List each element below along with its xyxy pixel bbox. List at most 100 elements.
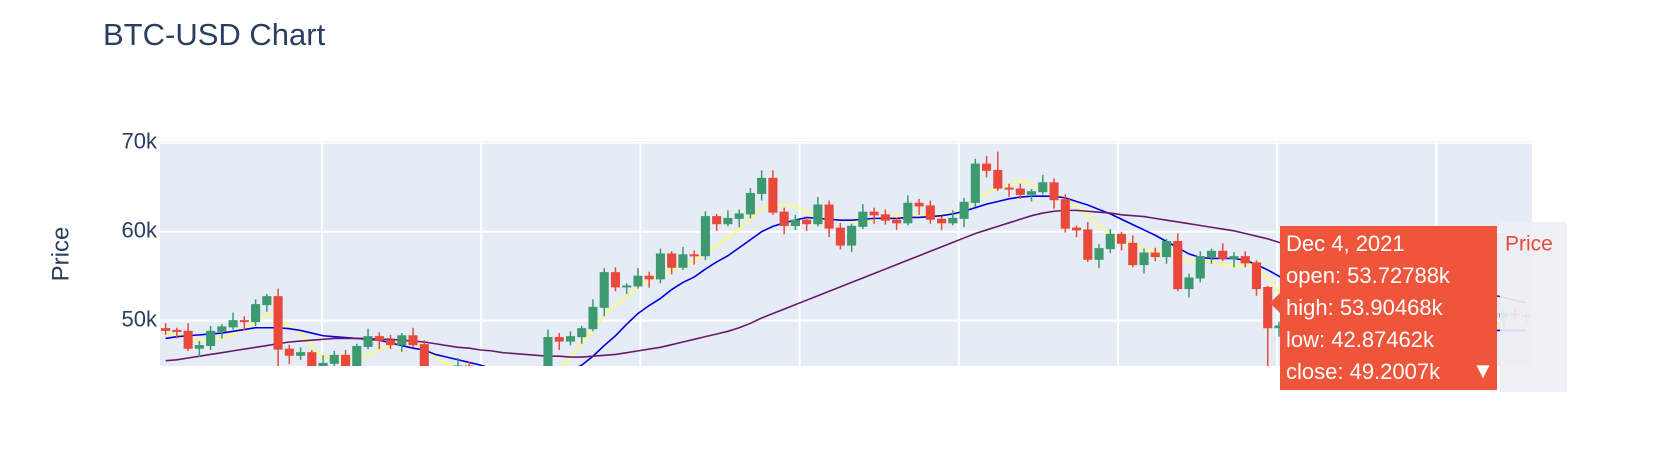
- candle-body: [689, 254, 699, 257]
- candle-body: [1083, 229, 1093, 260]
- tooltip-close: close: 49.2007k: [1286, 359, 1441, 384]
- tooltip-low: low: 42.87462k: [1286, 327, 1435, 352]
- trace-name: Price: [1505, 233, 1553, 256]
- candle-body: [251, 304, 261, 323]
- candle-body: [1195, 256, 1205, 279]
- candle-body: [1015, 188, 1025, 195]
- candle-body: [1150, 252, 1160, 258]
- candle-body: [610, 272, 621, 288]
- legend-background: [1500, 222, 1567, 392]
- candle-body: [802, 219, 812, 225]
- candle-body: [1206, 250, 1217, 258]
- candle-body: [824, 204, 834, 229]
- candle-body: [993, 169, 1003, 189]
- candle-body: [1139, 252, 1149, 266]
- chart-title: BTC-USD Chart: [103, 17, 326, 52]
- candle-body: [1060, 199, 1070, 229]
- y-tick-label: 60k: [122, 218, 158, 243]
- candle-body: [723, 217, 733, 225]
- candle-body: [790, 219, 800, 226]
- candle-body: [161, 328, 171, 331]
- candle-body: [1161, 240, 1172, 258]
- candle-body: [273, 296, 283, 350]
- candle-body: [1173, 240, 1183, 290]
- candle-body: [700, 216, 710, 257]
- candle-body: [1263, 286, 1273, 329]
- candle-body: [374, 336, 384, 341]
- candle-body: [577, 328, 587, 338]
- candle-body: [183, 330, 193, 349]
- candle-body: [847, 225, 857, 246]
- candle-body: [217, 326, 227, 332]
- candle-body: [565, 336, 576, 342]
- candle-body: [385, 339, 396, 346]
- candle-body: [633, 275, 643, 287]
- candle-body: [499, 381, 507, 390]
- candle-body: [408, 335, 418, 346]
- candle-body: [194, 345, 204, 349]
- y-axis-title: Price: [47, 227, 74, 282]
- y-tick-label: 50k: [122, 306, 158, 331]
- candle-body: [419, 344, 429, 366]
- hover-tooltip[interactable]: Dec 4, 2021 open: 53.72788k high: 53.904…: [1270, 226, 1497, 390]
- candle-body: [948, 217, 958, 224]
- candle-body: [329, 354, 339, 364]
- candle-body: [768, 177, 778, 213]
- candle-body: [937, 218, 947, 224]
- y-tick-label: 70k: [122, 129, 158, 154]
- tooltip-date: Dec 4, 2021: [1286, 231, 1405, 256]
- candle-body: [262, 296, 272, 306]
- candle-body: [464, 365, 474, 366]
- candle-body: [599, 272, 609, 308]
- candle-body: [488, 381, 496, 385]
- candle-body: [1094, 248, 1104, 260]
- candle-body: [734, 213, 744, 219]
- candle-body: [1071, 227, 1082, 231]
- candle-body: [1229, 256, 1239, 259]
- candle-body: [341, 354, 351, 366]
- candle-body: [443, 378, 451, 404]
- tooltip-direction: ▼: [1472, 358, 1494, 383]
- candle-body: [363, 336, 373, 347]
- candle-body: [307, 352, 317, 366]
- candle-body: [914, 202, 924, 207]
- candle-body: [644, 275, 654, 280]
- candle-body: [678, 254, 688, 268]
- candle-body: [521, 396, 529, 400]
- candle-body: [903, 202, 913, 224]
- candle-body: [453, 365, 463, 366]
- candle-body: [533, 376, 541, 396]
- candle-body: [352, 345, 362, 366]
- candle-body: [1218, 250, 1228, 259]
- candle-body: [1038, 182, 1048, 193]
- candle-body: [858, 211, 868, 227]
- tooltip-high: high: 53.90468k: [1286, 295, 1444, 320]
- candle-body: [588, 306, 598, 330]
- candle-body: [892, 219, 902, 224]
- candle-body: [1049, 182, 1059, 201]
- candle-body: [869, 211, 879, 216]
- candle-body: [239, 320, 249, 323]
- tooltip-open: open: 53.72788k: [1286, 263, 1451, 288]
- candle-body: [510, 390, 518, 401]
- candle-body: [712, 216, 722, 225]
- candle-body: [1105, 233, 1115, 250]
- candle-body: [1004, 187, 1014, 190]
- candle-body: [835, 227, 845, 246]
- candle-body: [667, 253, 677, 268]
- candle-body: [925, 205, 935, 220]
- candle-body: [1128, 242, 1138, 266]
- candle-body: [1240, 256, 1250, 264]
- candle-body: [476, 385, 484, 386]
- candle-body: [1251, 262, 1262, 290]
- candle-body: [284, 348, 294, 356]
- candle-body: [206, 330, 216, 347]
- candle-body: [1184, 277, 1194, 290]
- candle-body: [296, 352, 306, 356]
- candle-body: [228, 320, 238, 328]
- candle-body: [982, 163, 992, 171]
- candle-body: [397, 335, 407, 346]
- candle-body: [745, 192, 755, 215]
